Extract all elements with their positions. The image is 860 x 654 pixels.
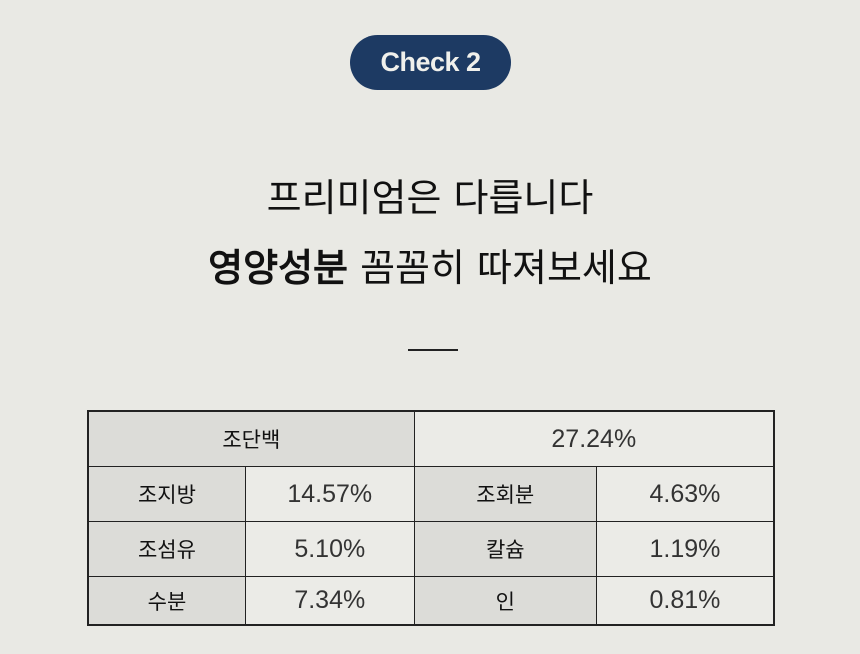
table-row: 수분 7.34% 인 0.81% (87, 576, 775, 626)
table-row: 조단백 27.24% (87, 410, 775, 467)
nutrient-label: 조단백 (87, 410, 415, 467)
table-row: 조섬유 5.10% 칼슘 1.19% (87, 521, 775, 577)
nutrient-value: 7.34% (244, 576, 415, 626)
nutrient-label: 칼슘 (413, 521, 597, 577)
nutrient-label: 조회분 (413, 466, 597, 522)
headline-line-2: 영양성분 꼼꼼히 따져보세요 (0, 233, 860, 303)
check-badge: Check 2 (350, 35, 511, 90)
headline-rest: 꼼꼼히 따져보세요 (348, 246, 652, 290)
divider (408, 349, 458, 351)
nutrient-label: 인 (413, 576, 597, 626)
headline-line-1: 프리미엄은 다릅니다 (266, 176, 594, 220)
nutrient-label: 조지방 (87, 466, 246, 522)
nutrient-label: 조섬유 (87, 521, 246, 577)
nutrient-label: 수분 (87, 576, 246, 626)
nutrient-value: 1.19% (595, 521, 775, 577)
nutrition-table: 조단백 27.24% 조지방 14.57% 조회분 4.63% 조섬유 5.10… (87, 410, 775, 626)
headline-emphasis: 영양성분 (208, 246, 348, 290)
table-row: 조지방 14.57% 조회분 4.63% (87, 466, 775, 522)
nutrient-value: 0.81% (595, 576, 775, 626)
nutrient-value: 4.63% (595, 466, 775, 522)
nutrient-value: 14.57% (244, 466, 415, 522)
nutrient-value: 5.10% (244, 521, 415, 577)
nutrient-value: 27.24% (413, 410, 775, 467)
